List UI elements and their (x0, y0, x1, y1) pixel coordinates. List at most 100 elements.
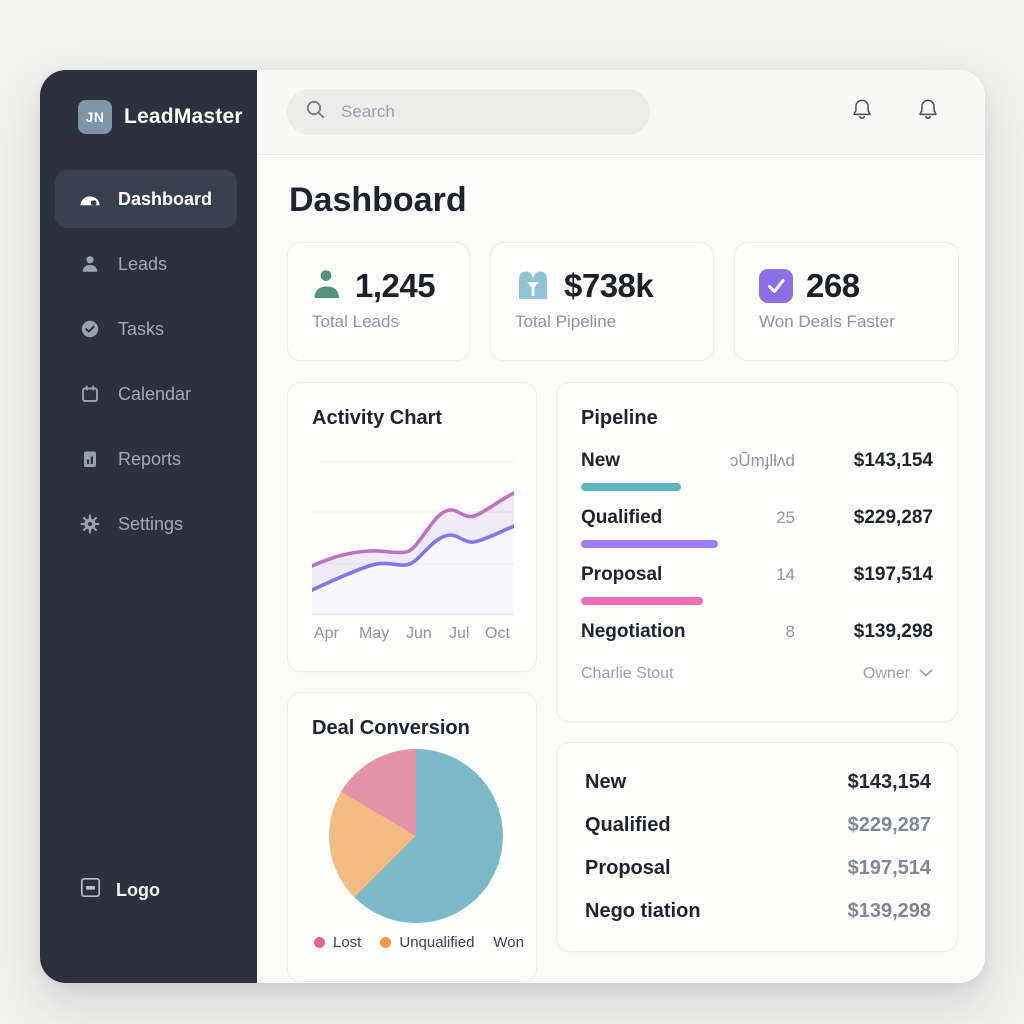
sidebar-footer-label: Logo (116, 879, 160, 900)
legend-dot (314, 937, 325, 949)
pipeline-row-qualified: Qualified 25 $229,287 (581, 507, 933, 529)
stat-label: Total Pipeline (515, 312, 617, 332)
activity-chart-card: Activity Chart (287, 382, 537, 673)
leads-person-icon (312, 268, 342, 305)
pipeline-row-negotiation: Negotiation 8 $139,298 (581, 621, 933, 643)
month-label: Apr (314, 625, 339, 643)
brand-title: LeadMaster (124, 105, 243, 128)
summary-stage: New (585, 771, 627, 794)
summary-value: $139,298 (847, 900, 931, 923)
month-label: Oct (485, 625, 510, 643)
summary-value: $143,154 (847, 771, 931, 794)
stage-label: Qualified (581, 507, 663, 529)
pipeline-funnel-icon (515, 268, 551, 305)
pipeline-card: Pipeline New ɔŪmɟlƚʌd $143,154 Qualified… (556, 382, 958, 723)
sidebar-item-label: Calendar (118, 383, 192, 404)
legend-item-lost: Lost (314, 934, 361, 951)
sidebar-footer-logo[interactable]: Logo (40, 877, 257, 983)
month-label: May (359, 625, 390, 643)
stage-count: 25 (776, 508, 795, 528)
sidebar-item-label: Dashboard (118, 188, 213, 209)
stage-label: New (581, 450, 621, 472)
legend-item-unqualified: Unqualified (380, 934, 474, 951)
dashboard-icon (79, 190, 101, 208)
legend-label: Won (493, 934, 524, 952)
search-input[interactable] (339, 101, 632, 123)
brand-initials: JN (85, 109, 105, 125)
topbar (257, 70, 985, 155)
legend-label: Lost (333, 934, 362, 952)
stat-card-won-deals: 268 Won Deals Faster (734, 242, 959, 362)
sidebar-item-label: Reports (118, 448, 182, 469)
legend-label: Unqualified (399, 934, 475, 952)
stage-progress-bar (581, 483, 681, 492)
bell-icon[interactable] (915, 97, 941, 128)
brand: JN LeadMaster (40, 100, 257, 134)
legend-dot (380, 937, 392, 949)
sidebar-item-label: Settings (118, 513, 184, 534)
brand-logo-badge: JN (78, 100, 112, 134)
page-title: Dashboard (289, 181, 467, 219)
summary-row: Nego tiation $139,298 (585, 890, 931, 933)
main-panel: Dashboard 1,245 Total Leads (257, 155, 985, 983)
sidebar-item-calendar[interactable]: Calendar (55, 365, 237, 423)
stage-label: Negotiation (581, 621, 686, 643)
stage-count: 14 (776, 565, 795, 585)
owner-name: Charlie Stout (581, 665, 674, 683)
stage-progress-bar (581, 540, 718, 549)
stat-value: 268 (806, 267, 860, 305)
sidebar-item-settings[interactable]: Settings (55, 495, 237, 553)
summary-stage: Qualified (585, 814, 671, 837)
sidebar-item-dashboard[interactable]: Dashboard (55, 170, 237, 228)
stage-value: $139,298 (853, 621, 933, 643)
person-icon (79, 254, 101, 274)
stat-label: Total Leads (312, 312, 399, 332)
month-label: Jun (406, 625, 432, 643)
won-check-icon (759, 269, 793, 304)
chevron-down-icon (919, 665, 933, 683)
legend-item-won: Won (493, 934, 524, 951)
check-circle-icon (79, 319, 101, 339)
deal-conversion-title: Deal Conversion (312, 717, 470, 740)
stage-progress-bar (581, 597, 703, 606)
sidebar-item-label: Tasks (118, 318, 165, 339)
app-window: JN LeadMaster Dashboard Leads (40, 70, 985, 983)
month-label: Jul (449, 625, 470, 643)
stage-count: ɔŪmɟlƚʌd (729, 451, 795, 471)
deal-conversion-card: Deal Conversion Lost Unqualified (287, 692, 537, 983)
summary-row: Qualified $229,287 (585, 804, 931, 847)
stat-card-total-leads: 1,245 Total Leads (287, 242, 470, 362)
summary-value: $197,514 (847, 857, 931, 880)
deal-conversion-pie-chart (329, 749, 503, 924)
sidebar-item-tasks[interactable]: Tasks (55, 300, 237, 358)
bell-icon[interactable] (849, 97, 875, 128)
owner-dropdown[interactable]: Owner (863, 665, 933, 683)
sidebar-item-label: Leads (118, 253, 168, 274)
stage-value: $143,154 (853, 450, 933, 472)
activity-line-chart: Apr May Jun Jul Oct (310, 444, 516, 647)
dashboard-grid: Activity Chart (287, 382, 958, 983)
stage-count: 8 (785, 622, 795, 642)
pie-legend: Lost Unqualified Won (314, 934, 524, 951)
pipeline-row-new: New ɔŪmɟlƚʌd $143,154 (581, 450, 933, 472)
left-column: Activity Chart (287, 382, 537, 983)
stat-value: $738k (564, 267, 654, 305)
right-column: Pipeline New ɔŪmɟlƚʌd $143,154 Qualified… (556, 382, 958, 953)
x-axis-labels: Apr May Jun Jul Oct (312, 625, 512, 647)
search-pill[interactable] (287, 89, 650, 135)
pipeline-title: Pipeline (581, 407, 658, 430)
sidebar-item-leads[interactable]: Leads (55, 235, 237, 293)
stage-value: $197,514 (853, 564, 933, 586)
sidebar-nav: Dashboard Leads Tasks Calendar (40, 170, 257, 560)
calendar-icon (79, 384, 101, 404)
summary-stage: Proposal (585, 857, 671, 880)
pipeline-row-proposal: Proposal 14 $197,514 (581, 564, 933, 586)
content-area: Dashboard 1,245 Total Leads (257, 70, 985, 983)
sidebar: JN LeadMaster Dashboard Leads (40, 70, 257, 983)
summary-value: $229,287 (847, 814, 931, 837)
pipeline-footer: Charlie Stout Owner (581, 665, 933, 683)
stat-value: 1,245 (355, 267, 436, 305)
gear-icon (79, 514, 101, 534)
sidebar-item-reports[interactable]: Reports (55, 430, 237, 488)
summary-row: New $143,154 (585, 761, 931, 804)
